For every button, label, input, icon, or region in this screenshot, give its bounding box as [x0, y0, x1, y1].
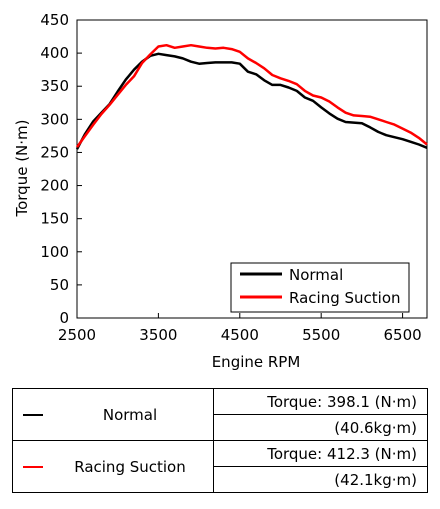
x-tick-label: 4500 — [221, 326, 259, 344]
series-name: Normal — [102, 405, 158, 424]
y-tick-label: 250 — [40, 143, 69, 161]
y-tick-label: 100 — [40, 243, 69, 261]
torque-kgm-cell: (42.1kg·m) — [213, 466, 428, 493]
legend-label-racing-suction: Racing Suction — [289, 289, 401, 307]
y-tick-label: 150 — [40, 210, 69, 228]
torque-chart: 2500 3500 4500 5500 6500 0 50 100 150 200 250 300 3… — [13, 11, 428, 371]
series-layer — [75, 43, 428, 150]
series-swatch-racing-suction — [23, 465, 43, 468]
series-cell-racing-suction: Racing Suction — [12, 440, 214, 493]
x-axis-title: Engine RPM — [212, 353, 301, 371]
table-row: (40.6kg·m) — [13, 414, 428, 441]
torque-nm-cell: Torque: 398.1 (N·m) — [213, 388, 428, 415]
x-tick-label: 2500 — [58, 326, 96, 344]
legend-box — [230, 262, 410, 313]
y-axis-title: Torque (N·m) — [13, 119, 31, 217]
table-row: Racing Suction Torque: 412.3 (N·m) — [12, 440, 428, 493]
table-row: Normal Torque: 398.1 (N·m) — [12, 388, 428, 441]
series-name: Racing Suction — [74, 457, 186, 476]
x-tick-label: 5500 — [302, 326, 340, 344]
series-line-racing-suction — [75, 43, 428, 148]
y-tick-label: 350 — [40, 77, 69, 95]
torque-kgm-cell: (40.6kg·m) — [213, 414, 428, 441]
torque-nm-cell: Torque: 412.3 (N·m) — [213, 440, 428, 467]
y-tick-label: 300 — [40, 110, 69, 128]
x-tick-label: 6500 — [383, 326, 421, 344]
y-tick-label: 200 — [40, 177, 69, 195]
legend-label-normal: Normal — [289, 266, 343, 284]
legend: Normal Racing Suction — [230, 262, 410, 313]
series-line-normal — [75, 52, 428, 150]
torque-summary-table: Normal Torque: 398.1 (N·m) (40.6kg·m) Ra… — [12, 388, 428, 493]
y-axis-ticks: 0 50 100 150 200 250 300 350 400 450 — [40, 11, 82, 327]
plot-area — [76, 19, 428, 319]
y-tick-label: 450 — [40, 11, 69, 29]
series-cell-normal: Normal — [12, 388, 214, 441]
x-axis-ticks: 2500 3500 4500 5500 6500 — [58, 313, 422, 344]
table-row: (42.1kg·m) — [13, 466, 428, 493]
y-tick-label: 400 — [40, 44, 69, 62]
plot-frame — [76, 19, 428, 319]
y-tick-label: 50 — [50, 276, 69, 294]
series-swatch-normal — [23, 413, 43, 416]
x-tick-label: 3500 — [139, 326, 177, 344]
y-tick-label: 0 — [59, 309, 69, 327]
